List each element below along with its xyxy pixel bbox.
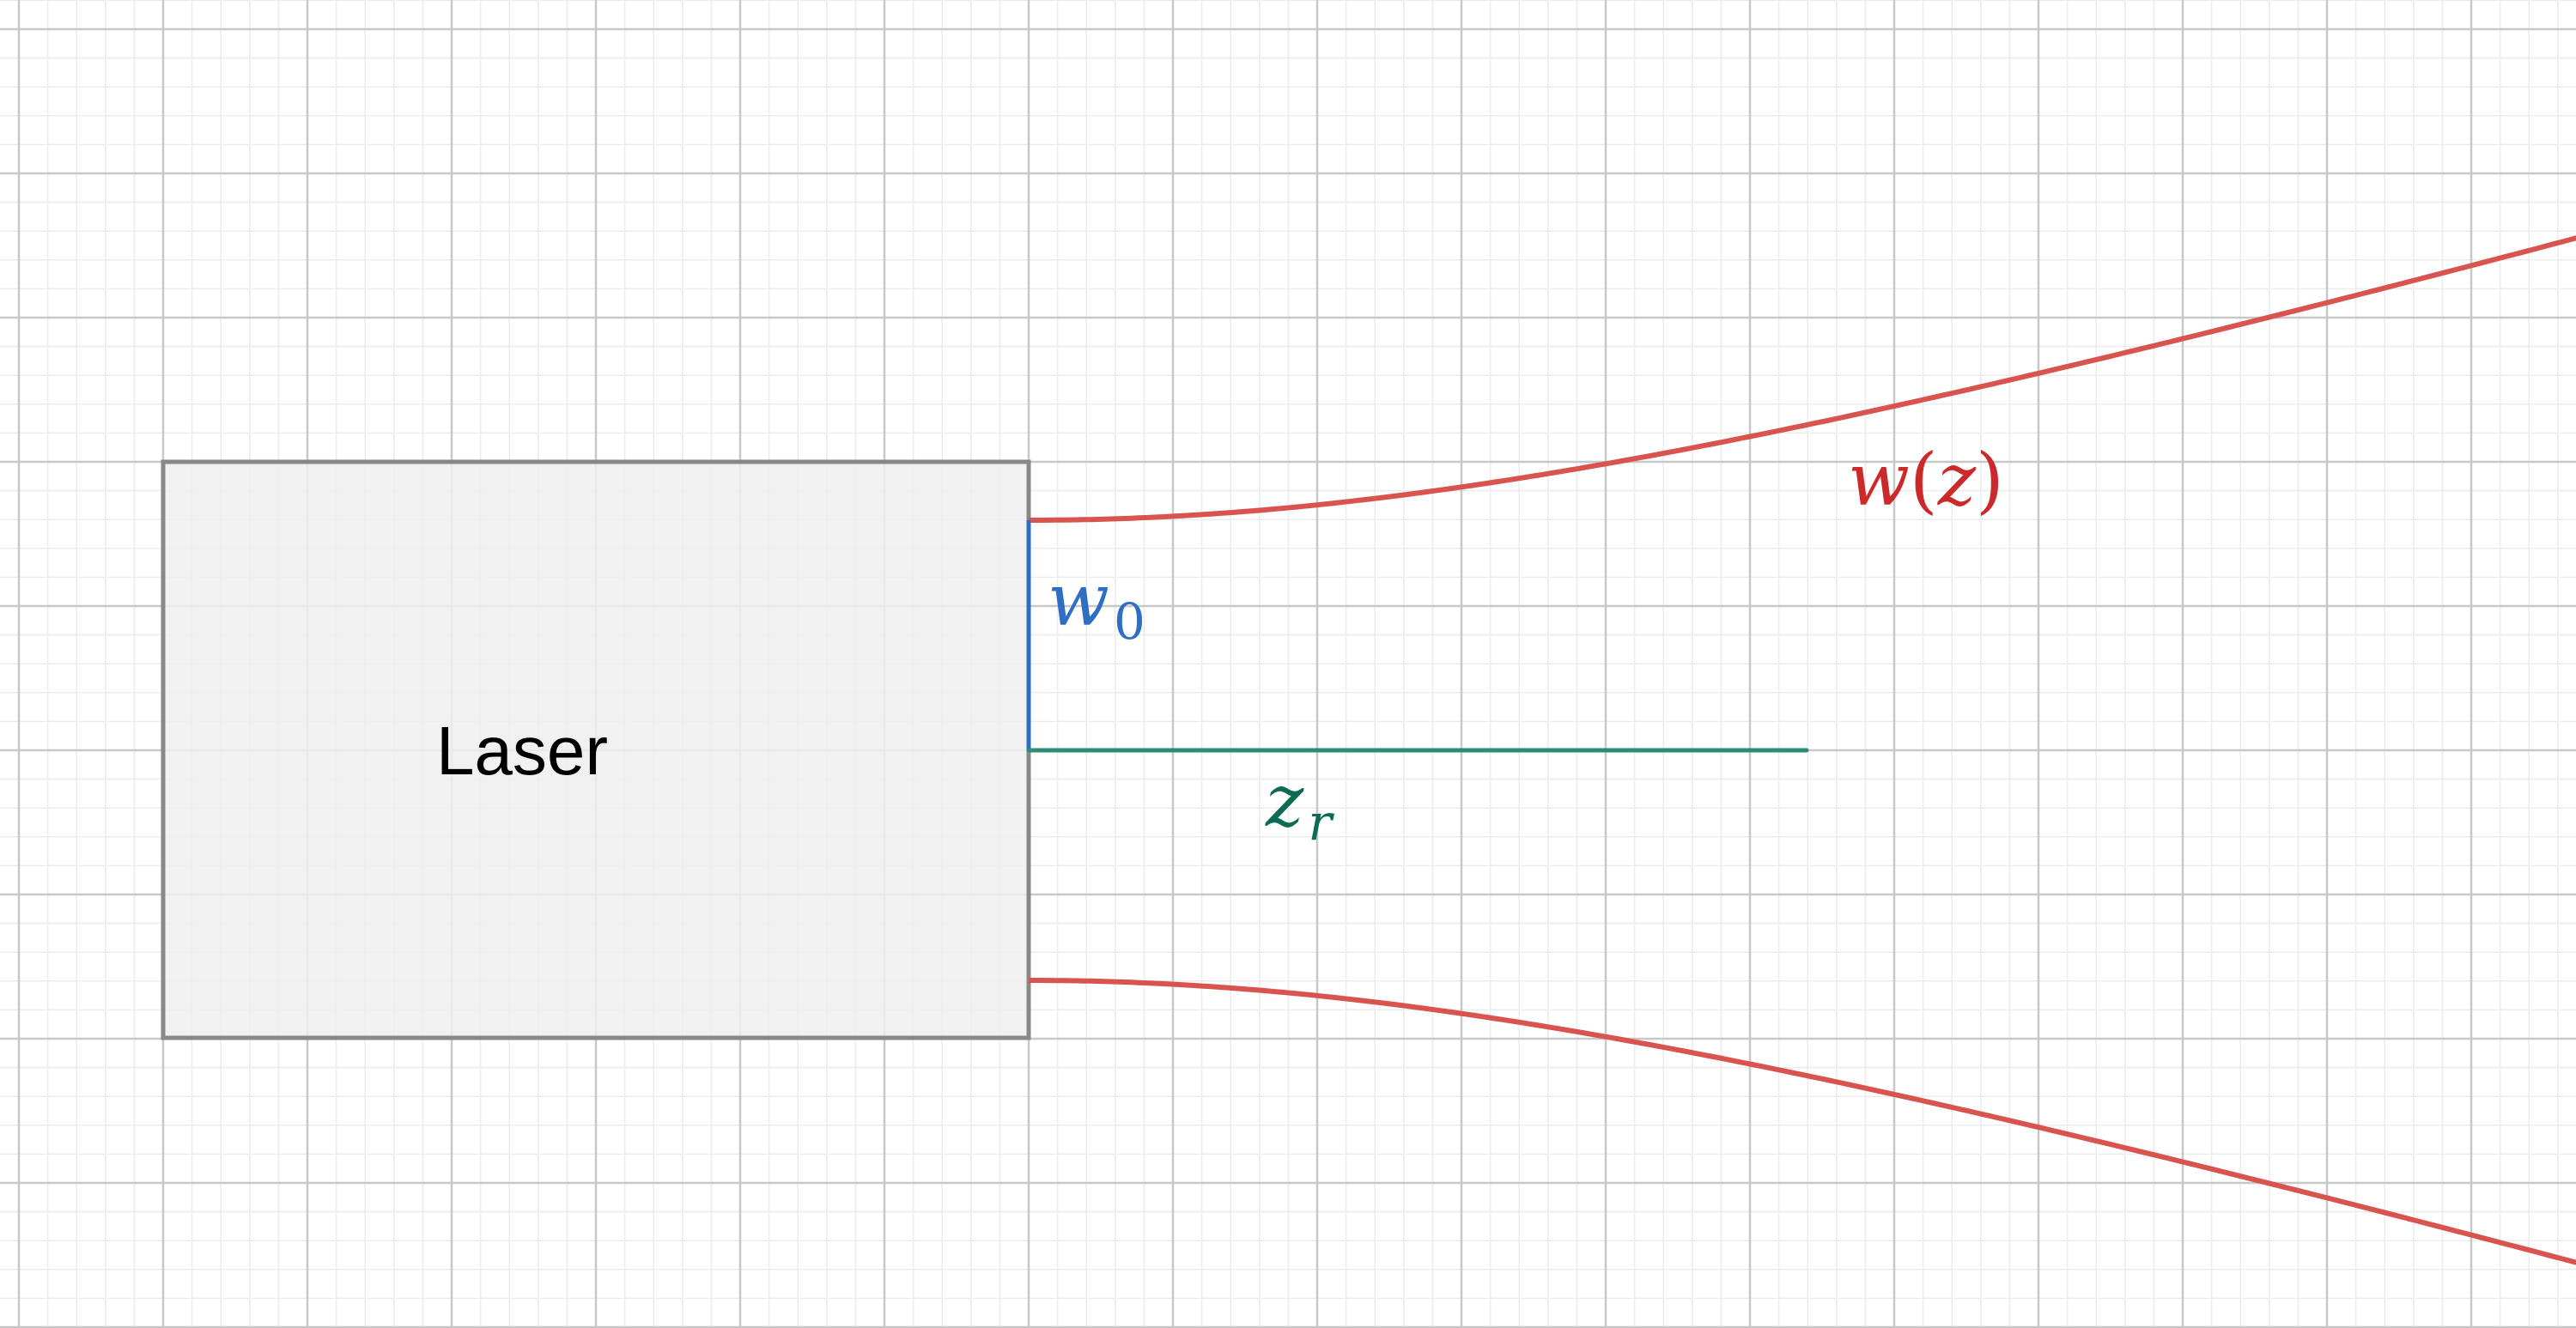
beam-label-w: w <box>1848 438 1910 522</box>
waist-label-base: w <box>1048 558 1109 642</box>
laser-box <box>161 459 1031 1040</box>
beam-label-z: z <box>1937 438 1977 522</box>
rayleigh-label: z r <box>1265 759 1334 852</box>
beam-upper-edge <box>1029 235 2576 523</box>
beam-width-label: w(z) <box>1848 438 2004 522</box>
beam-label-close: ) <box>1976 438 2004 522</box>
rayleigh-label-subscript: r <box>1308 793 1334 852</box>
beam-label-open: ( <box>1910 438 1938 522</box>
rayleigh-label-base: z <box>1265 759 1304 843</box>
laser-label: Laser <box>436 713 608 789</box>
beam-lower-edge <box>1029 978 2576 1265</box>
waist-label-subscript: 0 <box>1114 592 1145 651</box>
waist-label: w 0 <box>1048 558 1145 651</box>
